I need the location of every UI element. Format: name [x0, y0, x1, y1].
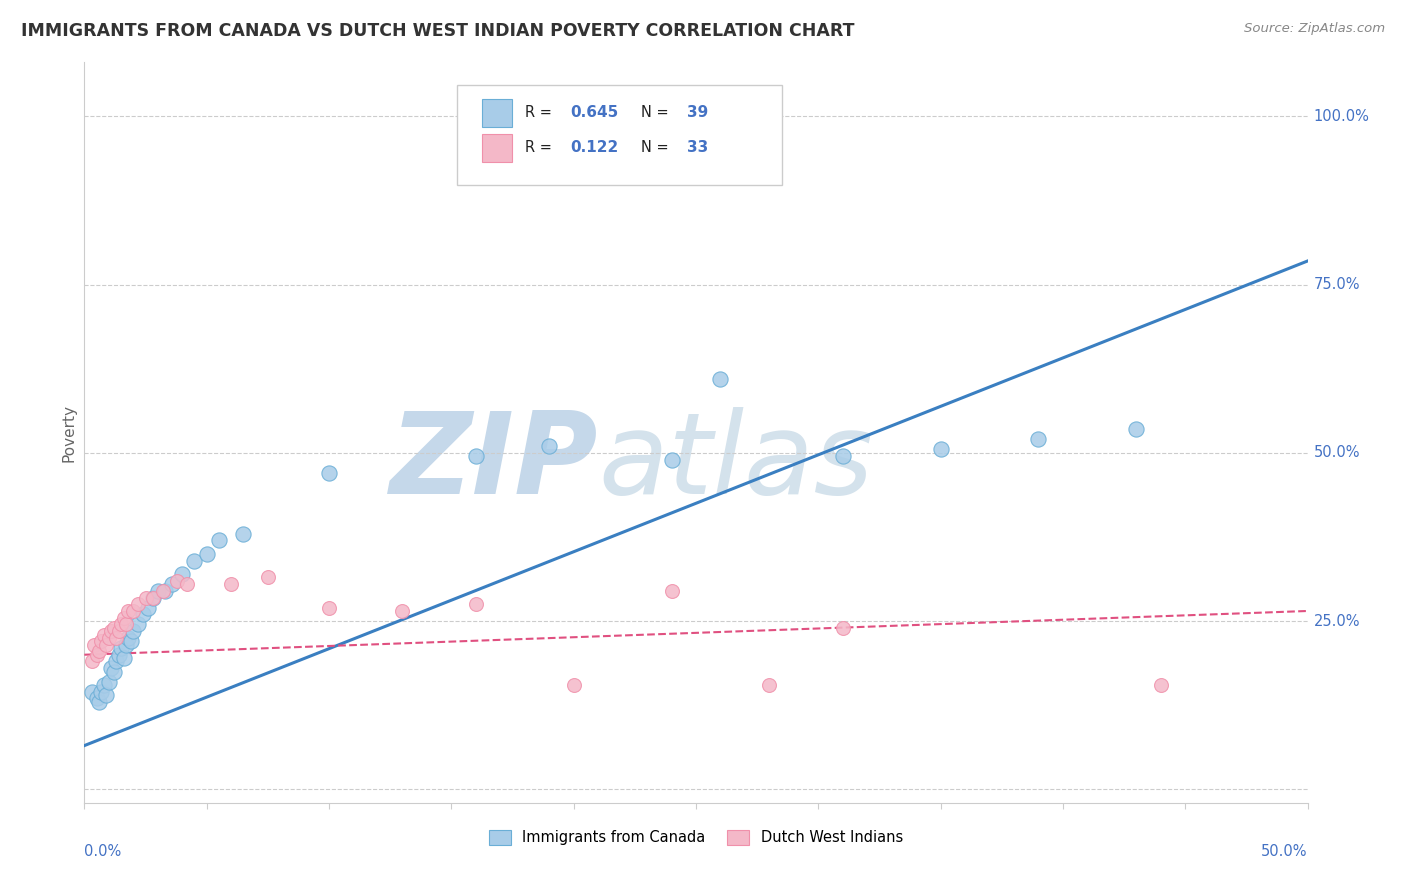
Point [538, 439, 561, 453]
Point [195, 547, 218, 561]
Point [142, 591, 165, 605]
Point [97, 631, 120, 645]
Point [117, 604, 139, 618]
Point [929, 442, 952, 457]
Point [110, 640, 132, 655]
Point [86, 691, 108, 706]
Point [464, 449, 486, 463]
Text: ZIP: ZIP [389, 407, 598, 517]
Point [318, 466, 340, 480]
Point [115, 617, 138, 632]
Bar [482, 99, 513, 127]
Text: IMMIGRANTS FROM CANADA VS DUTCH WEST INDIAN POVERTY CORRELATION CHART: IMMIGRANTS FROM CANADA VS DUTCH WEST IND… [21, 22, 855, 40]
Point [103, 621, 125, 635]
Point [464, 597, 486, 611]
Point [83, 638, 105, 652]
Point [97, 674, 120, 689]
Point [117, 631, 139, 645]
Text: 50.0%: 50.0% [1313, 445, 1360, 460]
Point [93, 678, 115, 692]
Point [107, 648, 129, 662]
Text: N =: N = [641, 105, 673, 120]
Point [135, 591, 157, 605]
Text: 100.0%: 100.0% [1313, 109, 1369, 124]
Point [1150, 678, 1173, 692]
Point [391, 604, 413, 618]
Point [166, 574, 188, 588]
Text: 25.0%: 25.0% [1313, 614, 1360, 629]
FancyBboxPatch shape [457, 85, 782, 185]
Point [103, 665, 125, 679]
Point [87, 644, 110, 658]
Text: Source: ZipAtlas.com: Source: ZipAtlas.com [1244, 22, 1385, 36]
Text: N =: N = [641, 140, 673, 155]
Point [105, 631, 128, 645]
Point [562, 678, 585, 692]
Point [93, 627, 115, 641]
Text: 50.0%: 50.0% [1261, 844, 1308, 858]
Point [127, 597, 149, 611]
Point [758, 678, 780, 692]
Point [831, 449, 853, 463]
Point [162, 577, 184, 591]
Point [132, 607, 155, 622]
Point [122, 604, 145, 618]
Point [80, 655, 103, 669]
Point [219, 577, 242, 591]
Point [257, 570, 280, 584]
Point [152, 583, 174, 598]
Text: 0.645: 0.645 [569, 105, 619, 120]
Point [831, 621, 853, 635]
Point [87, 695, 110, 709]
Text: R =: R = [524, 105, 557, 120]
Point [318, 600, 340, 615]
Y-axis label: Poverty: Poverty [60, 403, 76, 462]
Point [1028, 433, 1050, 447]
Point [136, 600, 159, 615]
Point [122, 624, 145, 639]
Point [172, 566, 194, 581]
Point [709, 372, 731, 386]
Point [661, 583, 683, 598]
Point [153, 583, 176, 598]
Point [105, 655, 128, 669]
Text: 33: 33 [688, 140, 709, 155]
Point [142, 591, 165, 605]
Point [1125, 422, 1147, 436]
Text: R =: R = [524, 140, 561, 155]
Point [86, 648, 108, 662]
Point [112, 651, 135, 665]
Point [120, 634, 142, 648]
Legend: Immigrants from Canada, Dutch West Indians: Immigrants from Canada, Dutch West India… [482, 824, 910, 851]
Point [100, 661, 122, 675]
Bar [482, 134, 513, 161]
Point [112, 611, 135, 625]
Point [661, 452, 683, 467]
Point [90, 685, 112, 699]
Point [208, 533, 231, 548]
Text: atlas: atlas [598, 407, 873, 517]
Point [90, 634, 112, 648]
Point [107, 624, 129, 639]
Point [115, 638, 138, 652]
Point [183, 553, 205, 567]
Point [232, 526, 254, 541]
Point [80, 685, 103, 699]
Point [96, 638, 118, 652]
Point [96, 688, 118, 702]
Text: 39: 39 [688, 105, 709, 120]
Text: 0.0%: 0.0% [84, 844, 121, 858]
Point [127, 617, 149, 632]
Point [100, 624, 122, 639]
Point [758, 143, 780, 157]
Point [146, 583, 169, 598]
Point [110, 617, 132, 632]
Point [176, 577, 198, 591]
Text: 0.122: 0.122 [569, 140, 619, 155]
Text: 75.0%: 75.0% [1313, 277, 1360, 292]
